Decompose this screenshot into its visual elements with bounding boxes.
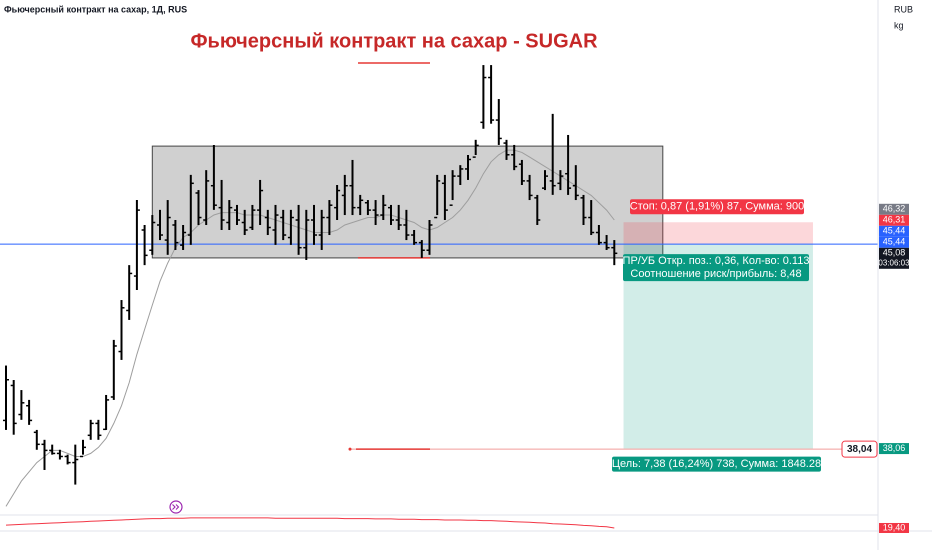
moving-average (5, 149, 615, 507)
target-label-box (612, 456, 821, 472)
price-tag-label: 46,32 (883, 204, 906, 214)
price-tag-label: 45,44 (883, 237, 906, 247)
level-label-box (841, 440, 878, 458)
chart-title: Фьючерсный контракт на сахар - SUGAR (190, 30, 598, 52)
event-circle[interactable] (169, 500, 183, 514)
price-tag-box (879, 236, 909, 248)
ratio-label: Соотношение риск/прибыль: 8,48 (630, 268, 801, 280)
price-tag-box (879, 214, 909, 226)
pnl-label: ПР/УБ Откр. поз.: 0,36, Кол-во: 0.113 (623, 255, 810, 267)
pnl-label-box (623, 254, 809, 282)
price-tag-box (879, 443, 909, 455)
countdown-label: 03:06:03 (878, 258, 910, 267)
price-tag-label: 45,44 (883, 226, 906, 236)
price-tag-label: 45,08 (883, 248, 906, 258)
marks-layer (3, 65, 618, 529)
unit-label[interactable]: kg (894, 20, 904, 30)
consolidation-zone (151, 145, 664, 259)
stop-label-box (630, 199, 804, 215)
price-tag-label: 46,31 (883, 215, 906, 225)
price-tag-label: 38,06 (883, 443, 906, 453)
target-label: Цель: 7,38 (16,24%) 738, Сумма: 1848.28 (612, 458, 821, 470)
stop-zone (623, 222, 813, 245)
indicator-line (5, 517, 615, 529)
price-tag-box (879, 247, 909, 269)
currency-label[interactable]: RUB (894, 4, 913, 14)
chart-header: Фьючерсный контракт на сахар, 1Д, RUS (4, 4, 187, 14)
level-label: 38,04 (847, 444, 872, 455)
stop-label: Стоп: 0,87 (1,91%) 87, Сумма: 900 (630, 201, 804, 213)
price-tag-box (879, 203, 909, 215)
level-anchor (348, 447, 352, 451)
price-tag-box (879, 225, 909, 237)
indicator-tag-label: 19,40 (883, 522, 906, 532)
event-arrows (172, 504, 180, 510)
event-icon[interactable] (169, 500, 183, 514)
indicator-tag-box (879, 522, 909, 533)
